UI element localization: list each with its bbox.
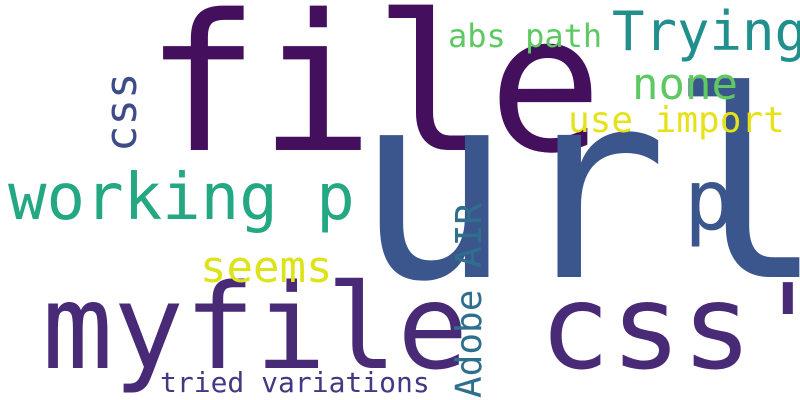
word-p: p [684,151,735,249]
word-tried-variations: tried variations [160,366,430,399]
word-trying: Trying [612,0,800,63]
word-adobe-air-vertical: Adobe AIR [449,202,490,398]
word-none: none [632,59,738,110]
word-url: url [355,37,800,339]
word-use-import: use import [568,100,785,141]
word-working-p: working p [8,161,355,235]
word-css-vertical: css [96,72,147,152]
word-abs-path: abs path [448,17,603,55]
word-myfile-css: myfile css' [42,258,800,396]
word-seems: seems [200,242,333,293]
word-file: file [145,0,603,195]
